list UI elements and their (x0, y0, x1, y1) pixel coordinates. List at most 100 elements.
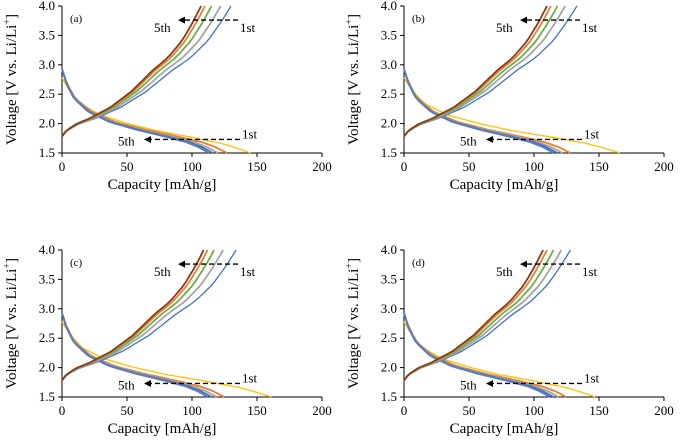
x-tick-label: 150 (589, 159, 609, 174)
y-tick-label: 1.5 (39, 389, 55, 404)
charge-curve (403, 5, 552, 138)
charge-fifth-label: 5th (154, 20, 171, 35)
x-tick-label: 50 (463, 403, 476, 418)
x-tick-label: 100 (524, 159, 544, 174)
discharge-cycle-arrow-head (486, 379, 493, 387)
charge-curve (61, 249, 215, 382)
charge-curve (403, 249, 555, 382)
x-tick-label: 200 (654, 403, 674, 418)
charge-first-label: 1st (240, 20, 256, 35)
x-tick-label: 100 (182, 159, 202, 174)
y-tick-label: 4.0 (39, 242, 55, 257)
discharge-curve (61, 312, 209, 398)
x-tick-label: 200 (654, 159, 674, 174)
discharge-curve (403, 77, 620, 154)
charge-curve (61, 5, 232, 137)
y-tick-label: 2.0 (381, 360, 397, 375)
charge-fifth-label: 5th (496, 20, 513, 35)
charge-curve (403, 249, 563, 382)
discharge-first-label: 1st (242, 370, 258, 385)
y-tick-label: 1.5 (381, 389, 397, 404)
y-tick-label: 4.0 (39, 0, 55, 13)
y-tick-label: 3.5 (381, 271, 397, 286)
charge-cycle-arrow-head (178, 16, 185, 24)
discharge-cycle-arrow-head (144, 135, 151, 143)
discharge-fifth-label: 5th (460, 377, 477, 392)
discharge-curve (61, 77, 251, 154)
charge-cycle-arrow-head (178, 260, 185, 268)
x-tick-label: 0 (59, 159, 66, 174)
y-axis-label: Voltage [V vs. Li/Li+] (344, 258, 362, 389)
charge-cycle-arrow-head (520, 16, 527, 24)
charge-curve (403, 249, 571, 381)
charge-curve (403, 249, 544, 382)
charge-curve (61, 249, 205, 382)
y-tick-label: 4.0 (381, 242, 397, 257)
discharge-curve (61, 68, 228, 154)
y-tick-label: 3.0 (39, 57, 55, 72)
discharge-first-label: 1st (584, 126, 600, 141)
charge-curve (61, 249, 209, 382)
charge-curve (403, 5, 578, 137)
panel-label: (d) (412, 257, 425, 269)
charge-curve (403, 249, 548, 382)
panel-label: (a) (70, 13, 83, 25)
y-tick-label: 3.5 (381, 27, 397, 42)
y-tick-label: 2.5 (39, 86, 55, 101)
y-tick-label: 2.0 (39, 116, 55, 131)
charge-curve (61, 5, 206, 138)
x-tick-label: 150 (247, 159, 267, 174)
charge-fifth-label: 5th (154, 264, 171, 279)
x-tick-label: 50 (121, 159, 134, 174)
charge-curve (61, 5, 202, 138)
x-tick-label: 200 (312, 159, 332, 174)
x-axis-label: Capacity [mAh/g] (108, 421, 217, 437)
discharge-curve (61, 321, 272, 398)
y-tick-label: 3.5 (39, 27, 55, 42)
x-tick-label: 0 (401, 159, 408, 174)
x-axis-label: Capacity [mAh/g] (108, 177, 217, 193)
y-tick-label: 2.5 (381, 86, 397, 101)
y-tick-label: 2.0 (39, 360, 55, 375)
panel-a: 1.5 2.0 2.5 3.0 3.5 4.0 0 50 100 150 200 Capacity [… (2, 0, 332, 193)
discharge-fifth-label: 5th (460, 133, 477, 148)
x-tick-label: 0 (401, 403, 408, 418)
charge-curve (61, 249, 224, 382)
x-axis-label: Capacity [mAh/g] (450, 421, 559, 437)
y-axis-label: Voltage [V vs. Li/Li+] (2, 258, 20, 389)
charge-curve (403, 5, 559, 138)
x-tick-label: 0 (59, 403, 66, 418)
panel-label: (b) (412, 13, 425, 25)
x-tick-label: 150 (247, 403, 267, 418)
y-tick-label: 4.0 (381, 0, 397, 13)
y-tick-label: 2.5 (381, 330, 397, 345)
x-tick-label: 100 (524, 403, 544, 418)
y-tick-label: 1.5 (39, 145, 55, 160)
panel-label: (c) (70, 257, 83, 269)
x-tick-label: 100 (182, 403, 202, 418)
x-tick-label: 50 (463, 159, 476, 174)
y-axis-label: Voltage [V vs. Li/Li+] (344, 14, 362, 145)
panel-c: 1.5 2.0 2.5 3.0 3.5 4.0 0 50 100 150 200 Capacity [… (2, 242, 332, 437)
discharge-curve (403, 312, 551, 398)
discharge-curve (403, 68, 554, 154)
discharge-first-label: 1st (584, 370, 600, 385)
x-axis-label: Capacity [mAh/g] (450, 177, 559, 193)
charge-curve (403, 5, 548, 138)
y-tick-label: 3.0 (39, 301, 55, 316)
charge-first-label: 1st (240, 264, 256, 279)
charge-curve (61, 5, 222, 138)
discharge-cycle-arrow-head (144, 379, 151, 387)
y-axis-label: Voltage [V vs. Li/Li+] (2, 14, 20, 145)
y-tick-label: 2.0 (381, 116, 397, 131)
discharge-curve (403, 321, 596, 398)
panel-d: 1.5 2.0 2.5 3.0 3.5 4.0 0 50 100 150 200 Capacity [… (344, 242, 674, 437)
y-tick-label: 2.5 (39, 330, 55, 345)
discharge-fifth-label: 5th (118, 133, 135, 148)
discharge-fifth-label: 5th (118, 377, 135, 392)
y-tick-label: 3.0 (381, 301, 397, 316)
charge-first-label: 1st (582, 20, 598, 35)
discharge-first-label: 1st (242, 126, 258, 141)
charge-curve (61, 5, 213, 138)
discharge-curve (61, 68, 210, 154)
